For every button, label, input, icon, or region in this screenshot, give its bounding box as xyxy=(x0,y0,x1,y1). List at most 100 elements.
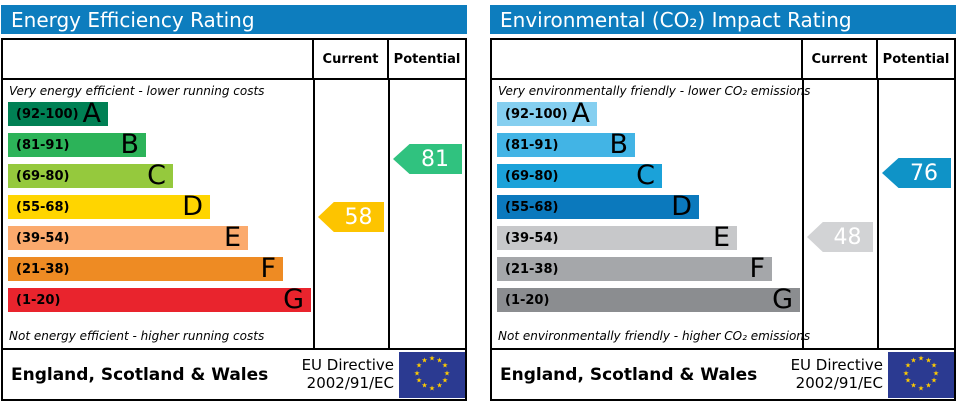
band-letter: C xyxy=(636,160,655,191)
potential-rating-arrow: 76 xyxy=(882,158,951,188)
band-letter: G xyxy=(772,284,793,315)
band-row: (81-91) B xyxy=(8,131,465,158)
eu-flag-icon: ★ ★ ★ ★ ★ ★ ★ ★ ★ ★ ★ ★ xyxy=(888,351,954,398)
eu-directive-line2: 2002/91/EC xyxy=(306,373,394,392)
eu-flag-star: ★ xyxy=(904,376,912,385)
bottom-note: Not environmentally friendly - higher CO… xyxy=(498,329,811,343)
band-letter: G xyxy=(283,284,304,315)
band-letter: F xyxy=(749,253,765,284)
band-range-label: (81-91) xyxy=(505,137,559,153)
table-header-row: Current Potential xyxy=(3,40,465,80)
rating-band-g: (1-20) G xyxy=(497,284,800,315)
potential-rating-arrow: 81 xyxy=(393,144,462,174)
current-rating-value: 48 xyxy=(833,224,862,250)
header-spacer-cell xyxy=(492,40,801,78)
rating-band-a: (92-100) A xyxy=(497,100,597,127)
rating-band-f: (21-38) F xyxy=(8,253,283,284)
column-divider xyxy=(388,80,390,348)
rating-chart-area: Very energy efficient - lower running co… xyxy=(3,80,465,348)
band-letter: A xyxy=(82,98,101,129)
column-divider xyxy=(802,80,804,348)
potential-column-header: Potential xyxy=(387,40,465,78)
band-letter: E xyxy=(223,222,241,253)
eu-flag-star: ★ xyxy=(428,354,436,362)
eu-flag-star: ★ xyxy=(910,381,917,390)
band-letter: F xyxy=(260,253,276,284)
band-range-label: (21-38) xyxy=(16,261,70,277)
rating-band-b: (81-91) B xyxy=(497,129,635,160)
band-row: (55-68) D xyxy=(497,193,954,220)
rating-bands: (92-100) A (81-91) B (69-80) C (55-68) D (39-54)… xyxy=(497,100,954,319)
rating-band-e: (39-54) E xyxy=(497,224,737,251)
eu-flag-star: ★ xyxy=(421,381,428,390)
band-range-label: (21-38) xyxy=(505,261,559,277)
eu-flag-star: ★ xyxy=(930,376,938,385)
current-rating-arrow: 58 xyxy=(318,202,384,232)
rating-band-f: (21-38) F xyxy=(497,253,772,284)
band-letter: D xyxy=(182,191,203,222)
rating-band-c: (69-80) C xyxy=(8,162,173,189)
potential-rating-value: 81 xyxy=(421,146,449,172)
energy-title-bar: Energy Efficiency Rating xyxy=(1,5,467,34)
eu-flag-star: ★ xyxy=(930,361,938,370)
band-row: (39-54) E xyxy=(8,222,465,253)
band-row: (21-38) F xyxy=(8,253,465,284)
eu-flag-star: ★ xyxy=(436,356,443,364)
band-range-label: (39-54) xyxy=(16,230,70,246)
band-range-label: (1-20) xyxy=(505,292,550,308)
eu-flag-star: ★ xyxy=(415,376,423,385)
eu-flag-star: ★ xyxy=(910,356,917,364)
band-row: (1-20) G xyxy=(8,284,465,315)
environmental-title-bar: Environmental (CO₂) Impact Rating xyxy=(490,5,956,34)
band-range-label: (55-68) xyxy=(505,199,559,215)
eu-directive-label: EU Directive 2002/91/EC xyxy=(791,356,883,392)
rating-band-b: (81-91) B xyxy=(8,131,146,158)
band-row: (55-68) D xyxy=(8,191,465,222)
table-footer-row: England, Scotland & Wales EU Directive 2… xyxy=(492,348,954,399)
eu-flag-star: ★ xyxy=(443,369,451,377)
region-label: England, Scotland & Wales xyxy=(11,364,269,385)
eu-directive-line1: EU Directive xyxy=(301,356,394,375)
top-note: Very energy efficient - lower running co… xyxy=(9,84,265,98)
band-range-label: (92-100) xyxy=(505,106,568,122)
band-range-label: (92-100) xyxy=(16,106,79,122)
band-range-label: (55-68) xyxy=(16,199,70,215)
band-range-label: (1-20) xyxy=(16,292,61,308)
potential-rating-value: 76 xyxy=(910,160,938,186)
header-spacer-cell xyxy=(3,40,312,78)
top-note: Very environmentally friendly - lower CO… xyxy=(498,84,811,98)
panel-title: Energy Efficiency Rating xyxy=(11,7,255,32)
band-range-label: (81-91) xyxy=(16,137,70,153)
column-divider xyxy=(313,80,315,348)
eu-flag-star: ★ xyxy=(917,354,925,362)
eu-flag-star: ★ xyxy=(925,356,932,364)
eu-flag-star: ★ xyxy=(917,384,925,392)
eu-flag-star: ★ xyxy=(904,361,912,370)
eu-directive-label: EU Directive 2002/91/EC xyxy=(301,356,394,392)
panel-title: Environmental (CO₂) Impact Rating xyxy=(500,7,852,32)
eu-flag-star: ★ xyxy=(415,361,423,370)
eu-flag-star: ★ xyxy=(902,369,910,377)
eu-directive-line2: 2002/91/EC xyxy=(795,373,883,392)
band-row: (69-80) C xyxy=(497,160,954,191)
rating-chart-area: Very environmentally friendly - lower CO… xyxy=(492,80,954,348)
rating-band-d: (55-68) D xyxy=(497,193,699,220)
bottom-note: Not energy efficient - higher running co… xyxy=(9,329,265,343)
current-rating-value: 58 xyxy=(344,204,373,230)
rating-table: Current Potential Very environmentally f… xyxy=(490,38,956,401)
band-letter: B xyxy=(609,129,628,160)
band-row: (1-20) G xyxy=(497,284,954,315)
eu-flag-star: ★ xyxy=(441,376,449,385)
band-range-label: (39-54) xyxy=(505,230,559,246)
rating-band-c: (69-80) C xyxy=(497,160,662,191)
environmental-impact-panel: Environmental (CO₂) Impact Rating Curren… xyxy=(490,5,956,401)
eu-flag-star: ★ xyxy=(441,361,449,370)
band-row: (81-91) B xyxy=(497,129,954,160)
band-row: (92-100) A xyxy=(497,100,954,127)
band-row: (92-100) A xyxy=(8,98,465,129)
band-row: (69-80) C xyxy=(8,162,465,189)
potential-column-header: Potential xyxy=(876,40,954,78)
eu-flag-star: ★ xyxy=(428,384,436,392)
table-footer-row: England, Scotland & Wales EU Directive 2… xyxy=(3,348,465,399)
